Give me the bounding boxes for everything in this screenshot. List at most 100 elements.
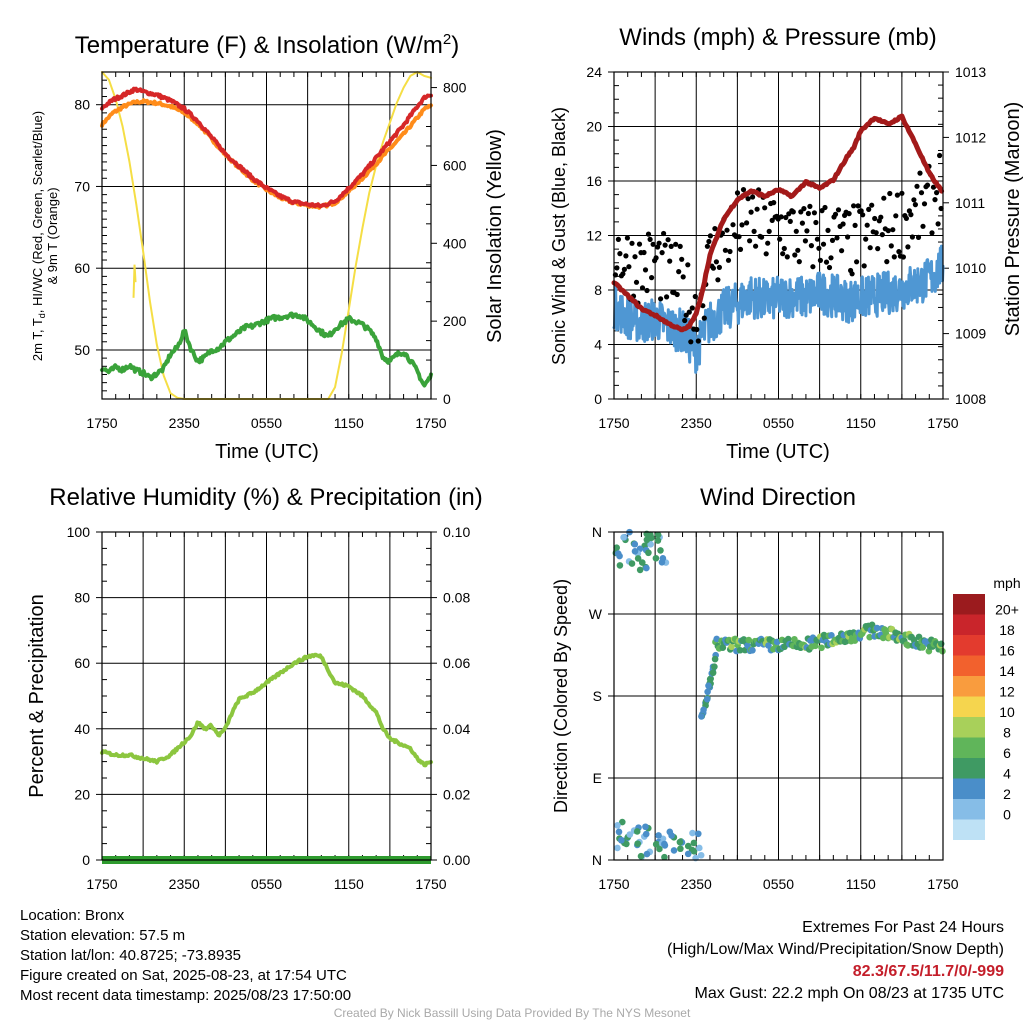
gust-dot (745, 196, 751, 202)
gust-dot (658, 296, 664, 302)
direction-dot (656, 845, 663, 853)
colorbar-label: 6 (1003, 745, 1011, 761)
colorbar-segment (953, 635, 985, 656)
gust-dot (751, 228, 757, 234)
direction-dot (643, 564, 650, 572)
wind-ytick-label-right: 1010 (955, 260, 986, 276)
gust-dot (727, 248, 733, 255)
gust-dot (867, 245, 873, 251)
gust-dot (861, 263, 867, 269)
wind-xtick-label: 2350 (681, 415, 712, 431)
gust-dot (834, 235, 840, 241)
direction-dot (628, 560, 636, 567)
gust-dot (656, 240, 662, 246)
temp-2m-line (100, 86, 433, 209)
gust-dot (787, 218, 793, 224)
wind-ytick-label-left: 16 (586, 173, 602, 189)
gust-dot (801, 206, 807, 212)
direction-dot (919, 644, 927, 651)
temp-ytick-label-left: 80 (74, 97, 90, 113)
gust-dot (686, 309, 692, 315)
gust-dot (704, 243, 711, 249)
gust-dot (811, 210, 818, 216)
direction-dot (648, 534, 655, 542)
dir-ylabel-left: Direction (Colored By Speed) (551, 579, 571, 813)
colorbar-label: 18 (999, 622, 1015, 638)
gust-dot (780, 251, 786, 257)
direction-dot (677, 845, 684, 853)
svg-text:& 9m T (Orange): & 9m T (Orange) (45, 187, 60, 284)
rh-ytick-label-right: 0.08 (443, 590, 470, 606)
colorbar-title: mph (993, 575, 1020, 591)
gust-dot (659, 250, 665, 256)
pressure-line (611, 113, 945, 333)
gust-dot (682, 317, 688, 324)
direction-dot (781, 643, 788, 651)
direction-dot (634, 555, 642, 562)
gust-dot (685, 262, 691, 268)
direction-dot (736, 646, 744, 654)
colorbar-label: 8 (1003, 725, 1011, 741)
gust-dot (739, 222, 745, 228)
direction-dot (631, 548, 639, 555)
gust-dot (849, 271, 855, 277)
gust-dot (839, 248, 845, 254)
direction-dot (615, 828, 623, 836)
gust-dot (692, 293, 698, 300)
max-gust: Max Gust: 22.2 mph On 08/23 at 1735 UTC (694, 985, 1005, 1002)
wind-ytick-label-left: 20 (586, 119, 602, 135)
gust-dot (808, 243, 815, 249)
speed-colorbar: 20+ 18 16 14 12 10 8 6 4 2 0 (953, 594, 1019, 840)
temp-xtick-label: 2350 (169, 415, 200, 431)
wind-axes: 1750 2350 0550 1150 1750 0 4 8 12 16 20 24 1008 1009 1… (586, 64, 986, 431)
temp-ylabel-right: Solar Insolation (Yellow) (484, 129, 506, 343)
gust-dot (753, 243, 759, 249)
insolation-spike (132, 264, 137, 298)
direction-dot (614, 844, 621, 852)
extremes-values: 82.3/67.5/11.7/0/-999 (852, 963, 1004, 980)
temp-ytick-label-right: 800 (443, 80, 467, 96)
gust-dot (860, 212, 866, 218)
wind-ytick-label-left: 24 (586, 64, 602, 80)
direction-dot (818, 644, 825, 652)
direction-dot (659, 555, 667, 562)
colorbar-label: 2 (1003, 786, 1011, 802)
wind-xtick-label: 1750 (598, 415, 629, 431)
gust-dot (664, 294, 670, 300)
gust-dot (911, 197, 917, 203)
gust-dot (713, 259, 720, 265)
direction-dot (866, 633, 873, 641)
gust-dot (677, 243, 683, 249)
direction-dot (700, 706, 707, 714)
gust-dot (917, 170, 923, 176)
gust-dot (661, 230, 667, 237)
wind-xtick-label: 1750 (927, 415, 958, 431)
gust-dot (863, 236, 869, 242)
direction-dot (661, 840, 668, 848)
gust-dot (790, 209, 796, 215)
direction-dot (745, 636, 753, 644)
colorbar-segment (953, 778, 985, 799)
wind-xtick-label: 1150 (846, 415, 876, 431)
gust-dot (734, 190, 741, 196)
gust-dot (783, 214, 789, 221)
gust-dot (887, 190, 893, 197)
direction-dot (694, 830, 702, 838)
station-latlon: Station lat/lon: 40.8725; -73.8935 (20, 947, 242, 964)
gust-dot (795, 247, 801, 253)
gust-dot (706, 238, 712, 245)
rh-frame (101, 531, 432, 861)
direction-dot (638, 559, 646, 566)
direction-dot (616, 562, 624, 569)
gust-dot (688, 339, 694, 345)
temp-xtick-label: 0550 (251, 415, 282, 431)
gust-dot (873, 230, 879, 236)
temp-ylabel-left: 2m T, Td, HI/WC (Red, Green, Scarlet/Blu… (30, 111, 60, 361)
gust-dot (632, 254, 638, 260)
gust-dot (724, 227, 730, 233)
gust-dot (875, 246, 881, 252)
sonic-wind-line (612, 244, 945, 374)
extremes-box: Extremes For Past 24 Hours (High/Low/Max… (667, 917, 1004, 1005)
colorbar-segment (953, 717, 985, 738)
temp-xlabel: Time (UTC) (215, 441, 319, 463)
